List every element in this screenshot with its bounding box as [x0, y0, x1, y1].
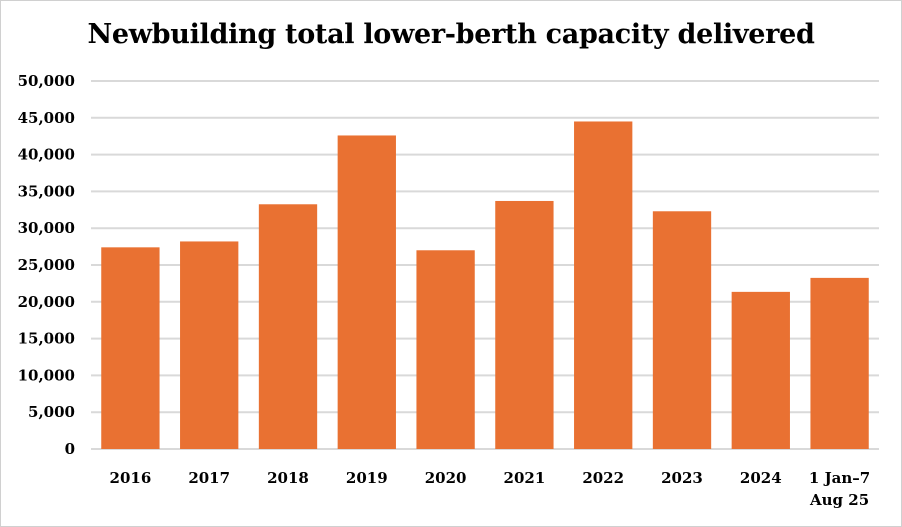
- y-tick-label: 20,000: [18, 293, 75, 311]
- bar-1 Jan–7 Aug 25: [810, 277, 869, 449]
- x-tick-label: 2016: [110, 469, 152, 487]
- y-tick-label: 10,000: [18, 366, 75, 384]
- y-tick-label: 40,000: [18, 146, 75, 164]
- bar-2023: [652, 211, 712, 449]
- y-tick-label: 50,000: [18, 72, 75, 90]
- y-tick-label: 30,000: [18, 219, 75, 237]
- x-tick-label: 2020: [425, 469, 467, 487]
- x-tick-label: 2021: [504, 469, 546, 487]
- chart-title: Newbuilding total lower-berth capacity d…: [87, 19, 815, 50]
- bar-2016: [101, 247, 160, 449]
- bar-2018: [258, 204, 318, 449]
- bar-2022: [574, 121, 633, 449]
- bar-2024: [731, 291, 790, 449]
- x-tick-label: 2018: [267, 469, 309, 487]
- x-tick-label: 2023: [661, 469, 703, 487]
- x-tick-label: 2019: [346, 469, 388, 487]
- y-tick-label: 25,000: [18, 256, 75, 274]
- y-tick-label: 5,000: [28, 403, 75, 421]
- bar-2021: [495, 200, 554, 449]
- x-tick-label: 2017: [188, 469, 230, 487]
- bar-2017: [180, 241, 239, 449]
- x-tick-label: Aug 25: [809, 491, 869, 509]
- y-tick-label: 15,000: [18, 330, 75, 348]
- x-tick-label: 1 Jan–7: [809, 469, 870, 487]
- y-tick-label: 35,000: [18, 182, 75, 200]
- y-tick-label: 45,000: [18, 109, 75, 127]
- bar-2019: [337, 135, 396, 450]
- y-tick-label: 0: [65, 440, 75, 458]
- bar-2020: [416, 250, 475, 449]
- x-tick-label: 2024: [740, 469, 782, 487]
- x-tick-label: 2022: [582, 469, 624, 487]
